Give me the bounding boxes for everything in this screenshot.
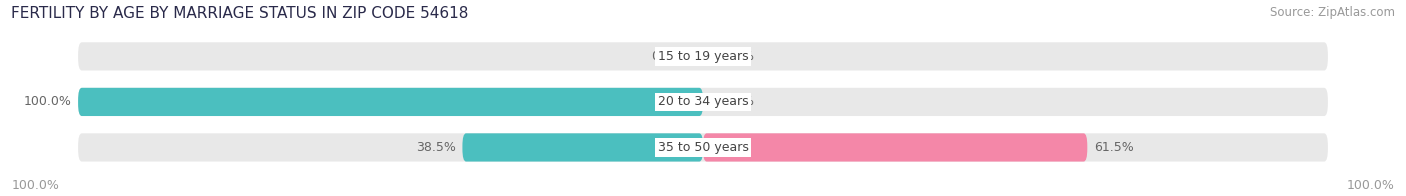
Text: Source: ZipAtlas.com: Source: ZipAtlas.com	[1270, 6, 1395, 19]
Text: 100.0%: 100.0%	[24, 95, 72, 108]
Text: 38.5%: 38.5%	[416, 141, 456, 154]
Text: 100.0%: 100.0%	[11, 179, 59, 192]
FancyBboxPatch shape	[79, 88, 703, 116]
Text: 20 to 34 years: 20 to 34 years	[658, 95, 748, 108]
Text: 35 to 50 years: 35 to 50 years	[658, 141, 748, 154]
FancyBboxPatch shape	[79, 42, 1327, 71]
Text: 0.0%: 0.0%	[651, 50, 683, 63]
FancyBboxPatch shape	[463, 133, 703, 162]
Text: 100.0%: 100.0%	[1347, 179, 1395, 192]
Text: 0.0%: 0.0%	[723, 50, 755, 63]
Text: 61.5%: 61.5%	[1094, 141, 1133, 154]
FancyBboxPatch shape	[79, 88, 1327, 116]
Text: 0.0%: 0.0%	[723, 95, 755, 108]
Text: 15 to 19 years: 15 to 19 years	[658, 50, 748, 63]
Text: FERTILITY BY AGE BY MARRIAGE STATUS IN ZIP CODE 54618: FERTILITY BY AGE BY MARRIAGE STATUS IN Z…	[11, 6, 468, 21]
FancyBboxPatch shape	[79, 133, 1327, 162]
FancyBboxPatch shape	[703, 133, 1087, 162]
